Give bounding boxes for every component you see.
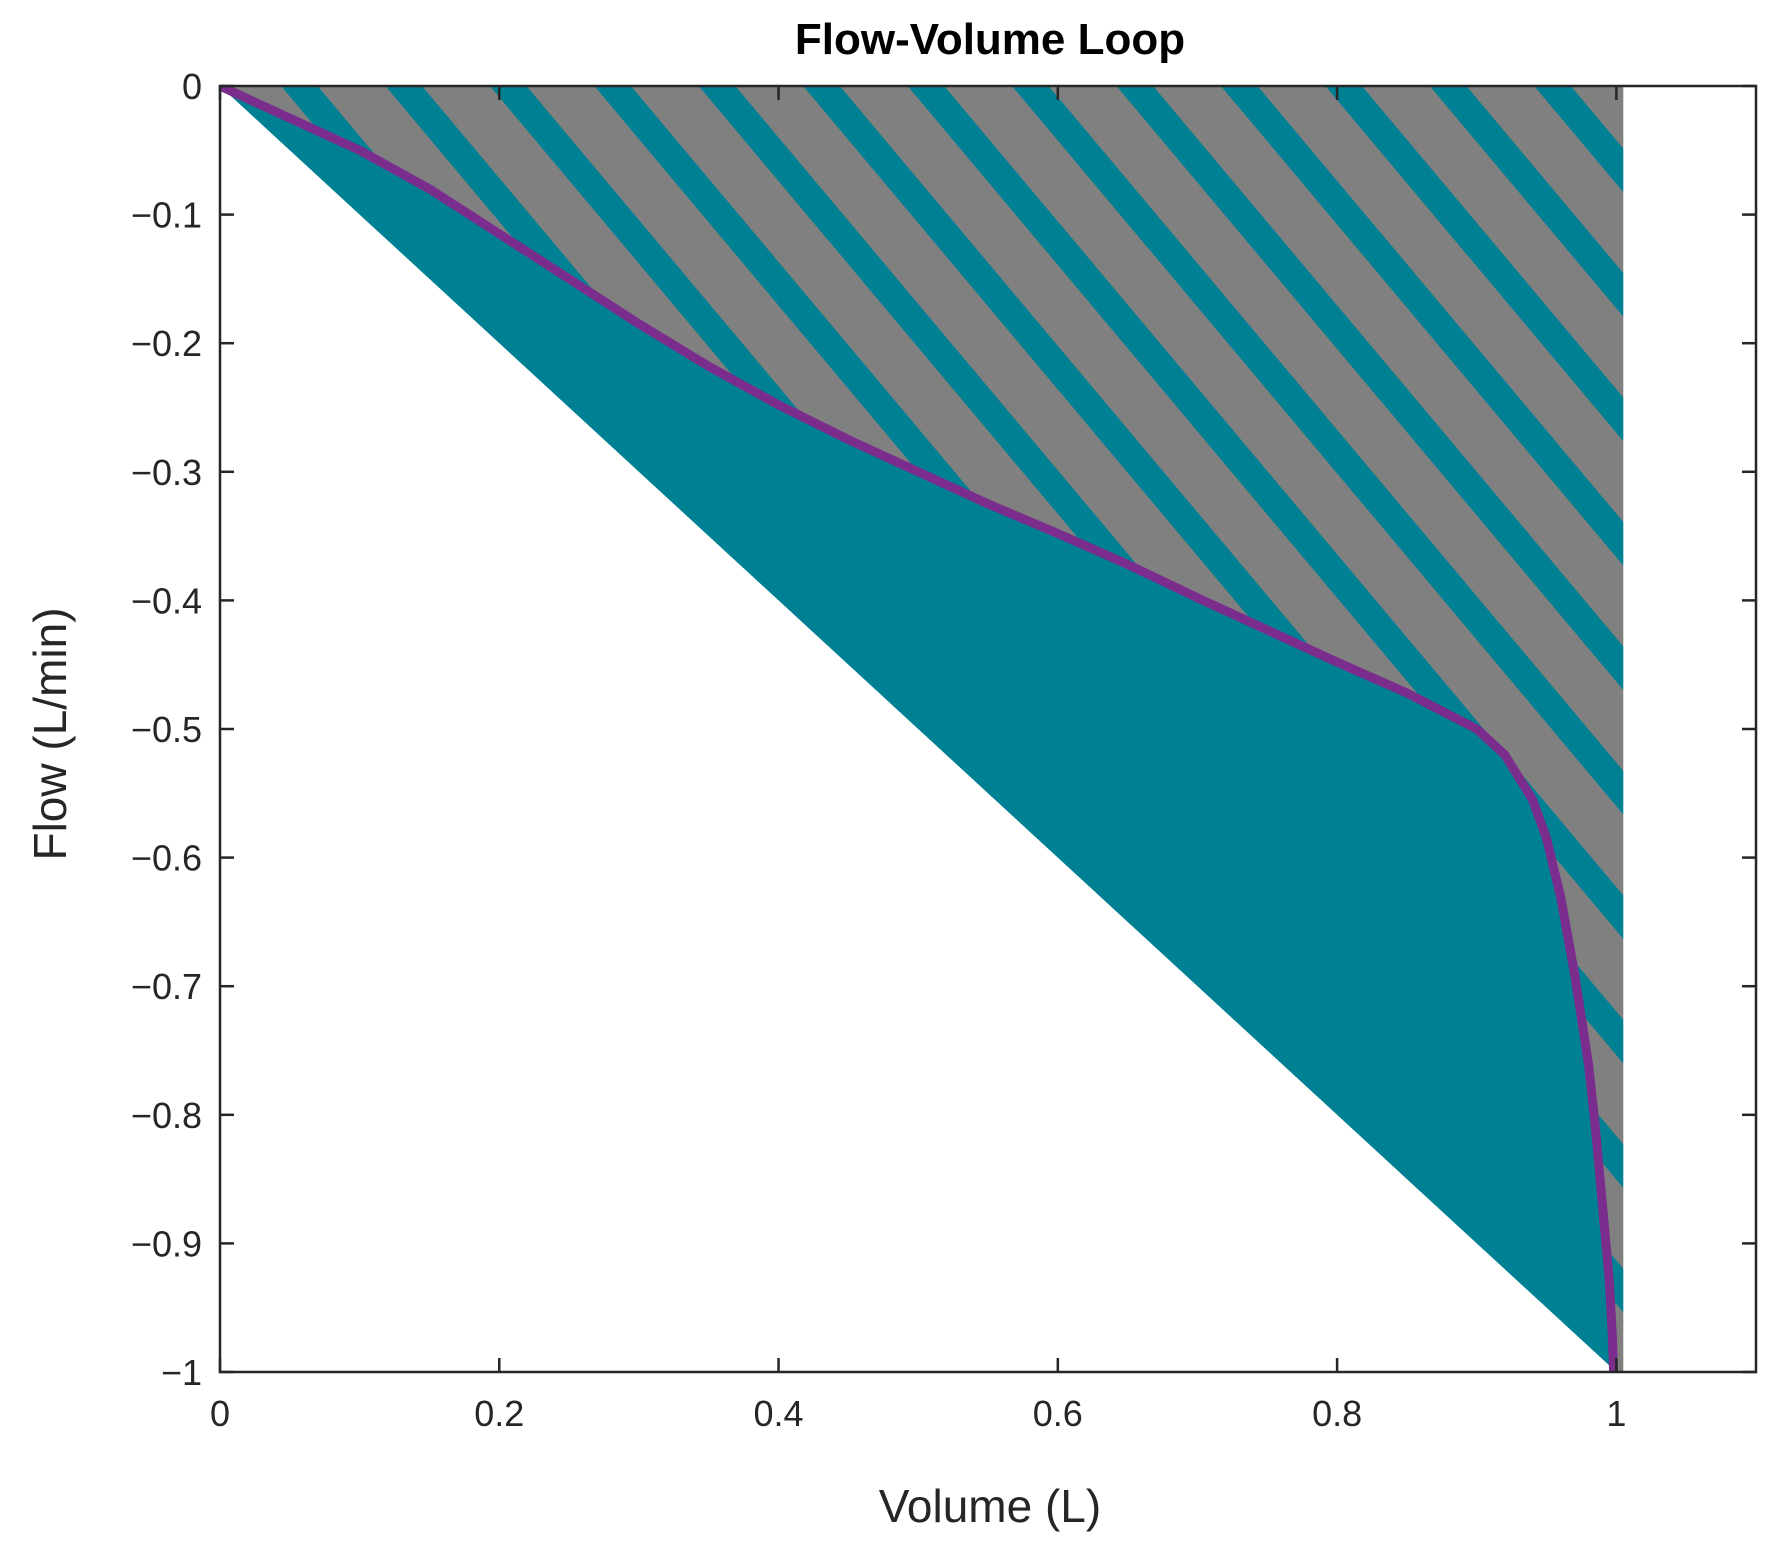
x-tick-label: 1 bbox=[1606, 1393, 1626, 1434]
y-tick-label: −0.6 bbox=[131, 838, 202, 879]
y-tick-label: −0.2 bbox=[131, 323, 202, 364]
x-tick-label: 0.4 bbox=[754, 1393, 804, 1434]
y-tick-label: −0.3 bbox=[131, 452, 202, 493]
x-axis-label: Volume (L) bbox=[879, 1480, 1101, 1532]
y-tick-label: −1 bbox=[161, 1352, 202, 1393]
x-tick-label: 0.8 bbox=[1312, 1393, 1362, 1434]
y-tick-label: −0.1 bbox=[131, 195, 202, 236]
y-axis-label: Flow (L/min) bbox=[24, 607, 76, 860]
y-tick-label: −0.4 bbox=[131, 580, 202, 621]
y-tick-label: −0.7 bbox=[131, 966, 202, 1007]
hatched-region bbox=[220, 86, 1624, 1372]
plot-area bbox=[220, 86, 1624, 1372]
x-axis-ticks: 0 0.2 0.4 0.6 0.8 1 bbox=[210, 86, 1626, 1434]
y-tick-label: 0 bbox=[182, 66, 202, 107]
y-axis-ticks: 0 −0.1 −0.2 −0.3 −0.4 −0.5 −0.6 −0.7 −0.8 −0.9 −1 bbox=[131, 66, 1756, 1393]
x-tick-label: 0.2 bbox=[474, 1393, 524, 1434]
chart-title: Flow-Volume Loop bbox=[795, 15, 1185, 64]
y-tick-label: −0.9 bbox=[131, 1223, 202, 1264]
flow-volume-curve bbox=[220, 86, 1619, 1372]
x-tick-label: 0 bbox=[210, 1393, 230, 1434]
teal-filled-region bbox=[220, 86, 1617, 1372]
y-tick-label: −0.5 bbox=[131, 709, 202, 750]
x-tick-label: 0.6 bbox=[1033, 1393, 1083, 1434]
y-tick-label: −0.8 bbox=[131, 1095, 202, 1136]
